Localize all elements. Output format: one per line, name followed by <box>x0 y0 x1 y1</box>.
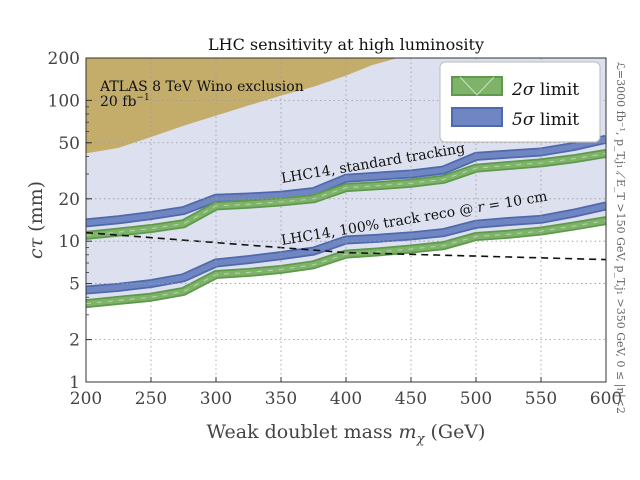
x-axis-title-unit: (GeV) <box>424 421 485 443</box>
legend-label-2sigma: 2σ limit <box>511 80 579 100</box>
legend-swatch-5sigma <box>451 107 503 127</box>
exclusion-luminosity: 20 fb−1 <box>100 93 150 110</box>
exclusion-luminosity-sup: −1 <box>136 93 149 103</box>
side-note: ℒ=3000 fb⁻¹, p_T,j₁ , ̸E_T >150 GeV, p_T… <box>613 62 627 414</box>
x-tick-label: 300 <box>200 389 232 409</box>
axis-ticks: 200 250 300 350 400 450 500 550 600 1 2 5 10 20 50 100 2… <box>48 49 623 409</box>
x-tick-label: 400 <box>330 389 362 409</box>
y-tick-label: 50 <box>58 134 80 154</box>
x-tick-label: 550 <box>525 389 557 409</box>
legend-label-5sigma: 5σ limit <box>512 110 579 130</box>
x-tick-label: 200 <box>70 389 102 409</box>
legend-2sigma-text: limit <box>534 80 579 100</box>
band-standard-2sigma <box>86 150 606 239</box>
legend-5sigma-text: limit <box>534 110 579 130</box>
chart-title: LHC sensitivity at high luminosity <box>208 35 484 54</box>
y-tick-label: 5 <box>69 275 80 295</box>
y-axis-title-unit: (mm) <box>25 181 47 238</box>
legend-5sigma-symbol: 5σ <box>512 110 535 130</box>
x-tick-label: 250 <box>135 389 167 409</box>
legend-swatch-rect <box>451 76 503 96</box>
annotation-track-reco-var: r <box>476 199 487 216</box>
y-axis-title: cτ (mm) <box>25 181 47 259</box>
y-tick-label: 2 <box>69 331 80 351</box>
legend-swatch-2sigma <box>451 76 503 96</box>
legend-swatch-hatch <box>459 76 495 96</box>
y-tick-label: 200 <box>48 49 80 69</box>
x-tick-label: 450 <box>395 389 427 409</box>
legend: 2σ limit 5σ limit <box>439 61 601 143</box>
legend-box <box>439 61 601 143</box>
legend-2sigma-symbol: 2σ <box>511 80 535 100</box>
legend-swatch-rect <box>451 107 503 127</box>
band-reco-5sigma <box>86 203 606 293</box>
y-axis-title-var: cτ <box>25 237 47 259</box>
band-standard-5sigma <box>86 136 606 226</box>
y-tick-label: 100 <box>48 91 80 111</box>
exclusion-luminosity-main: 20 fb <box>100 94 136 110</box>
exclusion-region <box>86 58 398 154</box>
exclusion-label: ATLAS 8 TeV Wino exclusion <box>99 79 304 95</box>
x-tick-label: 350 <box>265 389 297 409</box>
x-axis-title-var: m <box>399 421 417 443</box>
dashed-reference-line <box>86 231 606 261</box>
band-reco-2sigma <box>86 217 606 307</box>
x-axis-title-main: Weak doublet mass <box>207 421 399 443</box>
band-hatch-reco-2sigma <box>86 220 606 305</box>
x-tick-label: 600 <box>590 389 622 409</box>
x-tick-label: 500 <box>460 389 492 409</box>
x-axis-title: Weak doublet mass mχ (GeV) <box>207 421 486 447</box>
y-tick-label: 1 <box>69 373 80 393</box>
y-tick-label: 10 <box>58 232 80 252</box>
x-axis-title-sub: χ <box>416 432 426 447</box>
y-tick-label: 20 <box>58 190 80 210</box>
band-hatch-standard-2sigma <box>86 152 606 236</box>
